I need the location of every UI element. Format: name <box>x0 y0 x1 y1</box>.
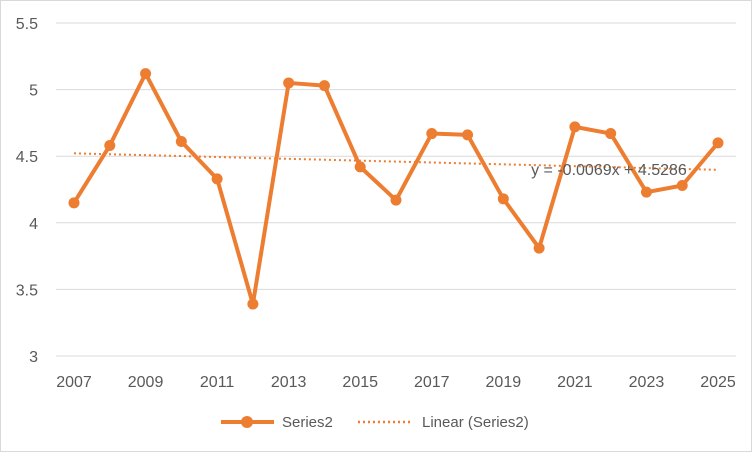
x-axis-tick-labels: 2007 2009 2011 2013 2015 2017 2019 2021 2023 2025 <box>56 374 736 391</box>
legend-item-series: Series2 <box>221 414 333 431</box>
trendline <box>73 152 719 171</box>
legend-series-label: Series2 <box>282 414 333 431</box>
trendline-equation: y = -0.0069x + 4.5286 <box>531 162 687 179</box>
x-tick-label: 2015 <box>342 374 378 391</box>
data-point <box>104 140 116 152</box>
data-points <box>68 68 724 310</box>
data-point <box>533 242 545 254</box>
data-point <box>283 77 295 89</box>
data-point <box>640 186 652 198</box>
x-tick-label: 2023 <box>629 374 665 391</box>
x-tick-label: 2011 <box>200 374 235 391</box>
data-point <box>390 194 402 206</box>
y-tick-label: 3 <box>29 349 38 366</box>
legend: Series2 Linear (Series2) <box>221 414 529 431</box>
data-point <box>68 197 80 209</box>
data-point <box>211 173 223 185</box>
y-tick-label: 4.5 <box>16 149 38 166</box>
data-point <box>569 121 581 133</box>
x-tick-label: 2007 <box>56 374 92 391</box>
legend-series-marker-icon <box>241 416 253 428</box>
data-point <box>175 136 187 148</box>
data-point <box>712 137 724 149</box>
x-tick-label: 2019 <box>486 374 522 391</box>
data-point <box>605 128 617 140</box>
data-point <box>354 161 366 173</box>
x-tick-label: 2017 <box>414 374 450 391</box>
x-tick-label: 2021 <box>557 374 593 391</box>
x-tick-label: 2013 <box>271 374 307 391</box>
data-point <box>676 180 688 192</box>
legend-trendline-label: Linear (Series2) <box>422 414 529 431</box>
data-point <box>247 298 259 310</box>
y-tick-label: 5.5 <box>16 16 38 33</box>
x-tick-label: 2009 <box>128 374 164 391</box>
series-line <box>72 71 720 307</box>
data-point <box>318 80 330 92</box>
y-axis-tick-labels: 3 3.5 4 4.5 5 5.5 <box>16 16 38 366</box>
y-tick-label: 4 <box>29 216 38 233</box>
y-tick-label: 5 <box>29 83 38 100</box>
data-point <box>497 193 509 205</box>
data-point <box>426 128 438 140</box>
data-point <box>140 68 152 80</box>
y-tick-label: 3.5 <box>16 282 38 299</box>
gridlines <box>56 22 736 357</box>
data-point <box>462 129 474 141</box>
legend-item-trendline: Linear (Series2) <box>358 414 529 431</box>
x-tick-label: 2025 <box>700 374 736 391</box>
